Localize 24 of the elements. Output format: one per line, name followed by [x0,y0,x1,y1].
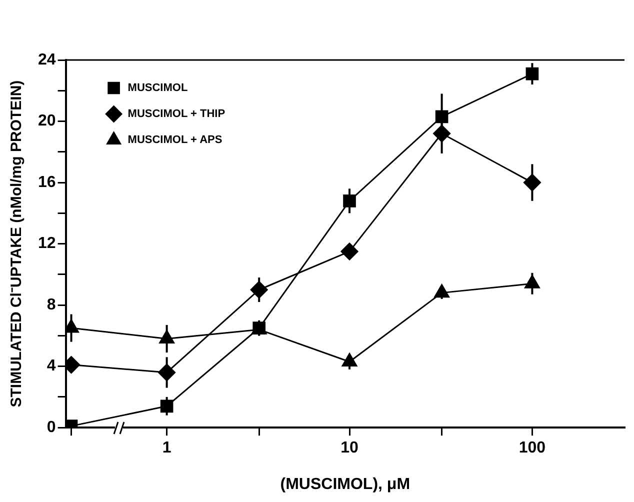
x-tick-label: 100 [518,440,546,457]
x-tick-label: 1 [162,440,172,457]
point [158,364,176,382]
legend-label: MUSCIMOL + APS [128,134,222,146]
point [250,281,268,298]
y-axis-title: STIMULATED Cl⁻UPTAKE (nMol/mg PROTEIN) [8,80,26,408]
point [433,124,451,142]
y-tick-label: 4 [46,358,56,375]
point [160,400,174,413]
point [343,194,356,208]
y-tick-label: 0 [46,419,56,436]
y-tick-label: 20 [38,112,56,130]
legend-label: MUSCIMOL + THIP [128,108,226,120]
point [526,67,539,80]
x-tick-label: 10 [340,440,359,457]
y-tick-label: 8 [46,296,56,314]
point [340,242,358,260]
y-tick-label: 12 [38,235,56,252]
point [523,174,541,192]
point [435,110,448,124]
x-axis-title: (MUSCIMOL), μM [280,476,410,493]
legend-label: MUSCIMOL [128,82,188,94]
y-tick-label: 16 [38,174,56,191]
y-tick-label: 24 [38,51,56,68]
